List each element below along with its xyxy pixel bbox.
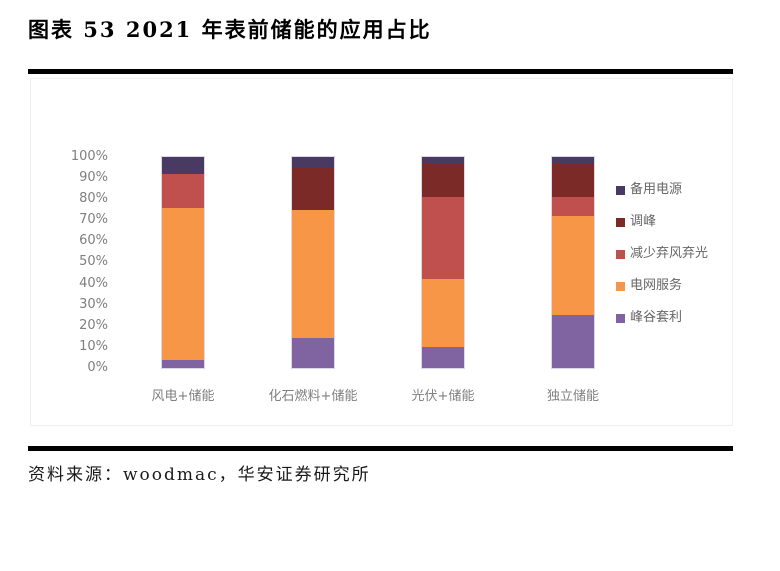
x-axis-category-label: 风电+储能	[151, 389, 215, 404]
y-axis-tick-label: 40%	[79, 275, 108, 291]
y-axis-tick-label: 10%	[79, 338, 108, 354]
legend-item-peak-shaving: 调峰	[616, 215, 708, 229]
legend-swatch-icon	[616, 217, 625, 227]
bottom-divider-rule	[28, 446, 733, 451]
bar-segment-backup-power	[162, 157, 204, 174]
legend-swatch-icon	[616, 313, 625, 323]
bar-segment-backup-power	[422, 157, 464, 164]
legend-item-grid-services: 电网服务	[616, 279, 708, 293]
legend-swatch-icon	[616, 249, 625, 259]
legend-swatch-icon	[616, 281, 625, 291]
bar-segment-peak-shaving	[292, 167, 334, 210]
top-divider-rule	[28, 69, 733, 74]
y-axis-tick-label: 20%	[79, 317, 108, 333]
bar-segment-grid-services	[162, 207, 204, 360]
figure-title: 图表 53 2021 年表前储能的应用占比	[28, 17, 432, 42]
legend-item-backup-power: 备用电源	[616, 183, 708, 197]
source-note: 资料来源：woodmac，华安证券研究所	[28, 465, 371, 485]
bar-column-1	[291, 156, 335, 369]
bar-segment-peak-valley-arbitrage	[552, 315, 594, 368]
legend-item-peak-valley-arbitrage: 峰谷套利	[616, 311, 708, 325]
x-axis-category-label: 光伏+储能	[411, 389, 475, 404]
bar-segment-peak-valley-arbitrage	[162, 359, 204, 368]
bar-segment-peak-valley-arbitrage	[422, 346, 464, 368]
legend-item-curtailment-reduction: 减少弃风弃光	[616, 247, 708, 261]
bar-segment-curtailment-reduction	[552, 197, 594, 217]
legend-label: 电网服务	[630, 278, 683, 293]
y-axis-tick-label: 50%	[79, 254, 108, 270]
bar-segment-backup-power	[552, 157, 594, 164]
legend-swatch-icon	[616, 185, 625, 195]
legend-label: 峰谷套利	[630, 310, 683, 325]
legend-label: 调峰	[630, 214, 657, 229]
x-axis-category-label: 独立储能	[546, 389, 600, 404]
chart-legend: 备用电源调峰减少弃风弃光 电网服务峰谷套利	[616, 183, 708, 325]
bar-segment-grid-services	[422, 279, 464, 347]
y-axis-tick-label: 90%	[79, 170, 108, 186]
bar-segment-curtailment-reduction	[422, 197, 464, 280]
x-axis-category-label: 化石燃料+储能	[268, 389, 358, 404]
y-axis-tick-label: 80%	[79, 191, 108, 207]
bar-segment-grid-services	[552, 216, 594, 316]
bar-segment-curtailment-reduction	[162, 173, 204, 208]
bar-column-2	[421, 156, 465, 369]
y-axis: 100% 90% 80% 70% 60% 50% 40% 30% 20% 10% 0%	[56, 150, 108, 375]
bar-segment-grid-services	[292, 209, 334, 339]
y-axis-tick-label: 30%	[79, 296, 108, 312]
y-axis-tick-label: 0%	[87, 359, 108, 375]
bar-column-0	[161, 156, 205, 369]
bar-column-3	[551, 156, 595, 369]
y-axis-tick-label: 60%	[79, 233, 108, 249]
legend-label: 减少弃风弃光	[630, 246, 709, 261]
legend-label: 备用电源	[630, 182, 683, 197]
bar-segment-peak-shaving	[422, 163, 464, 198]
y-axis-tick-label: 100%	[70, 149, 108, 164]
bar-segment-backup-power	[292, 157, 334, 168]
y-axis-tick-label: 70%	[79, 212, 108, 228]
bar-segment-peak-valley-arbitrage	[292, 338, 334, 368]
bar-segment-peak-shaving	[552, 163, 594, 198]
chart-panel: 100% 90% 80% 70% 60% 50% 40% 30% 20% 10% 0% 备用电源调峰…	[30, 78, 733, 426]
